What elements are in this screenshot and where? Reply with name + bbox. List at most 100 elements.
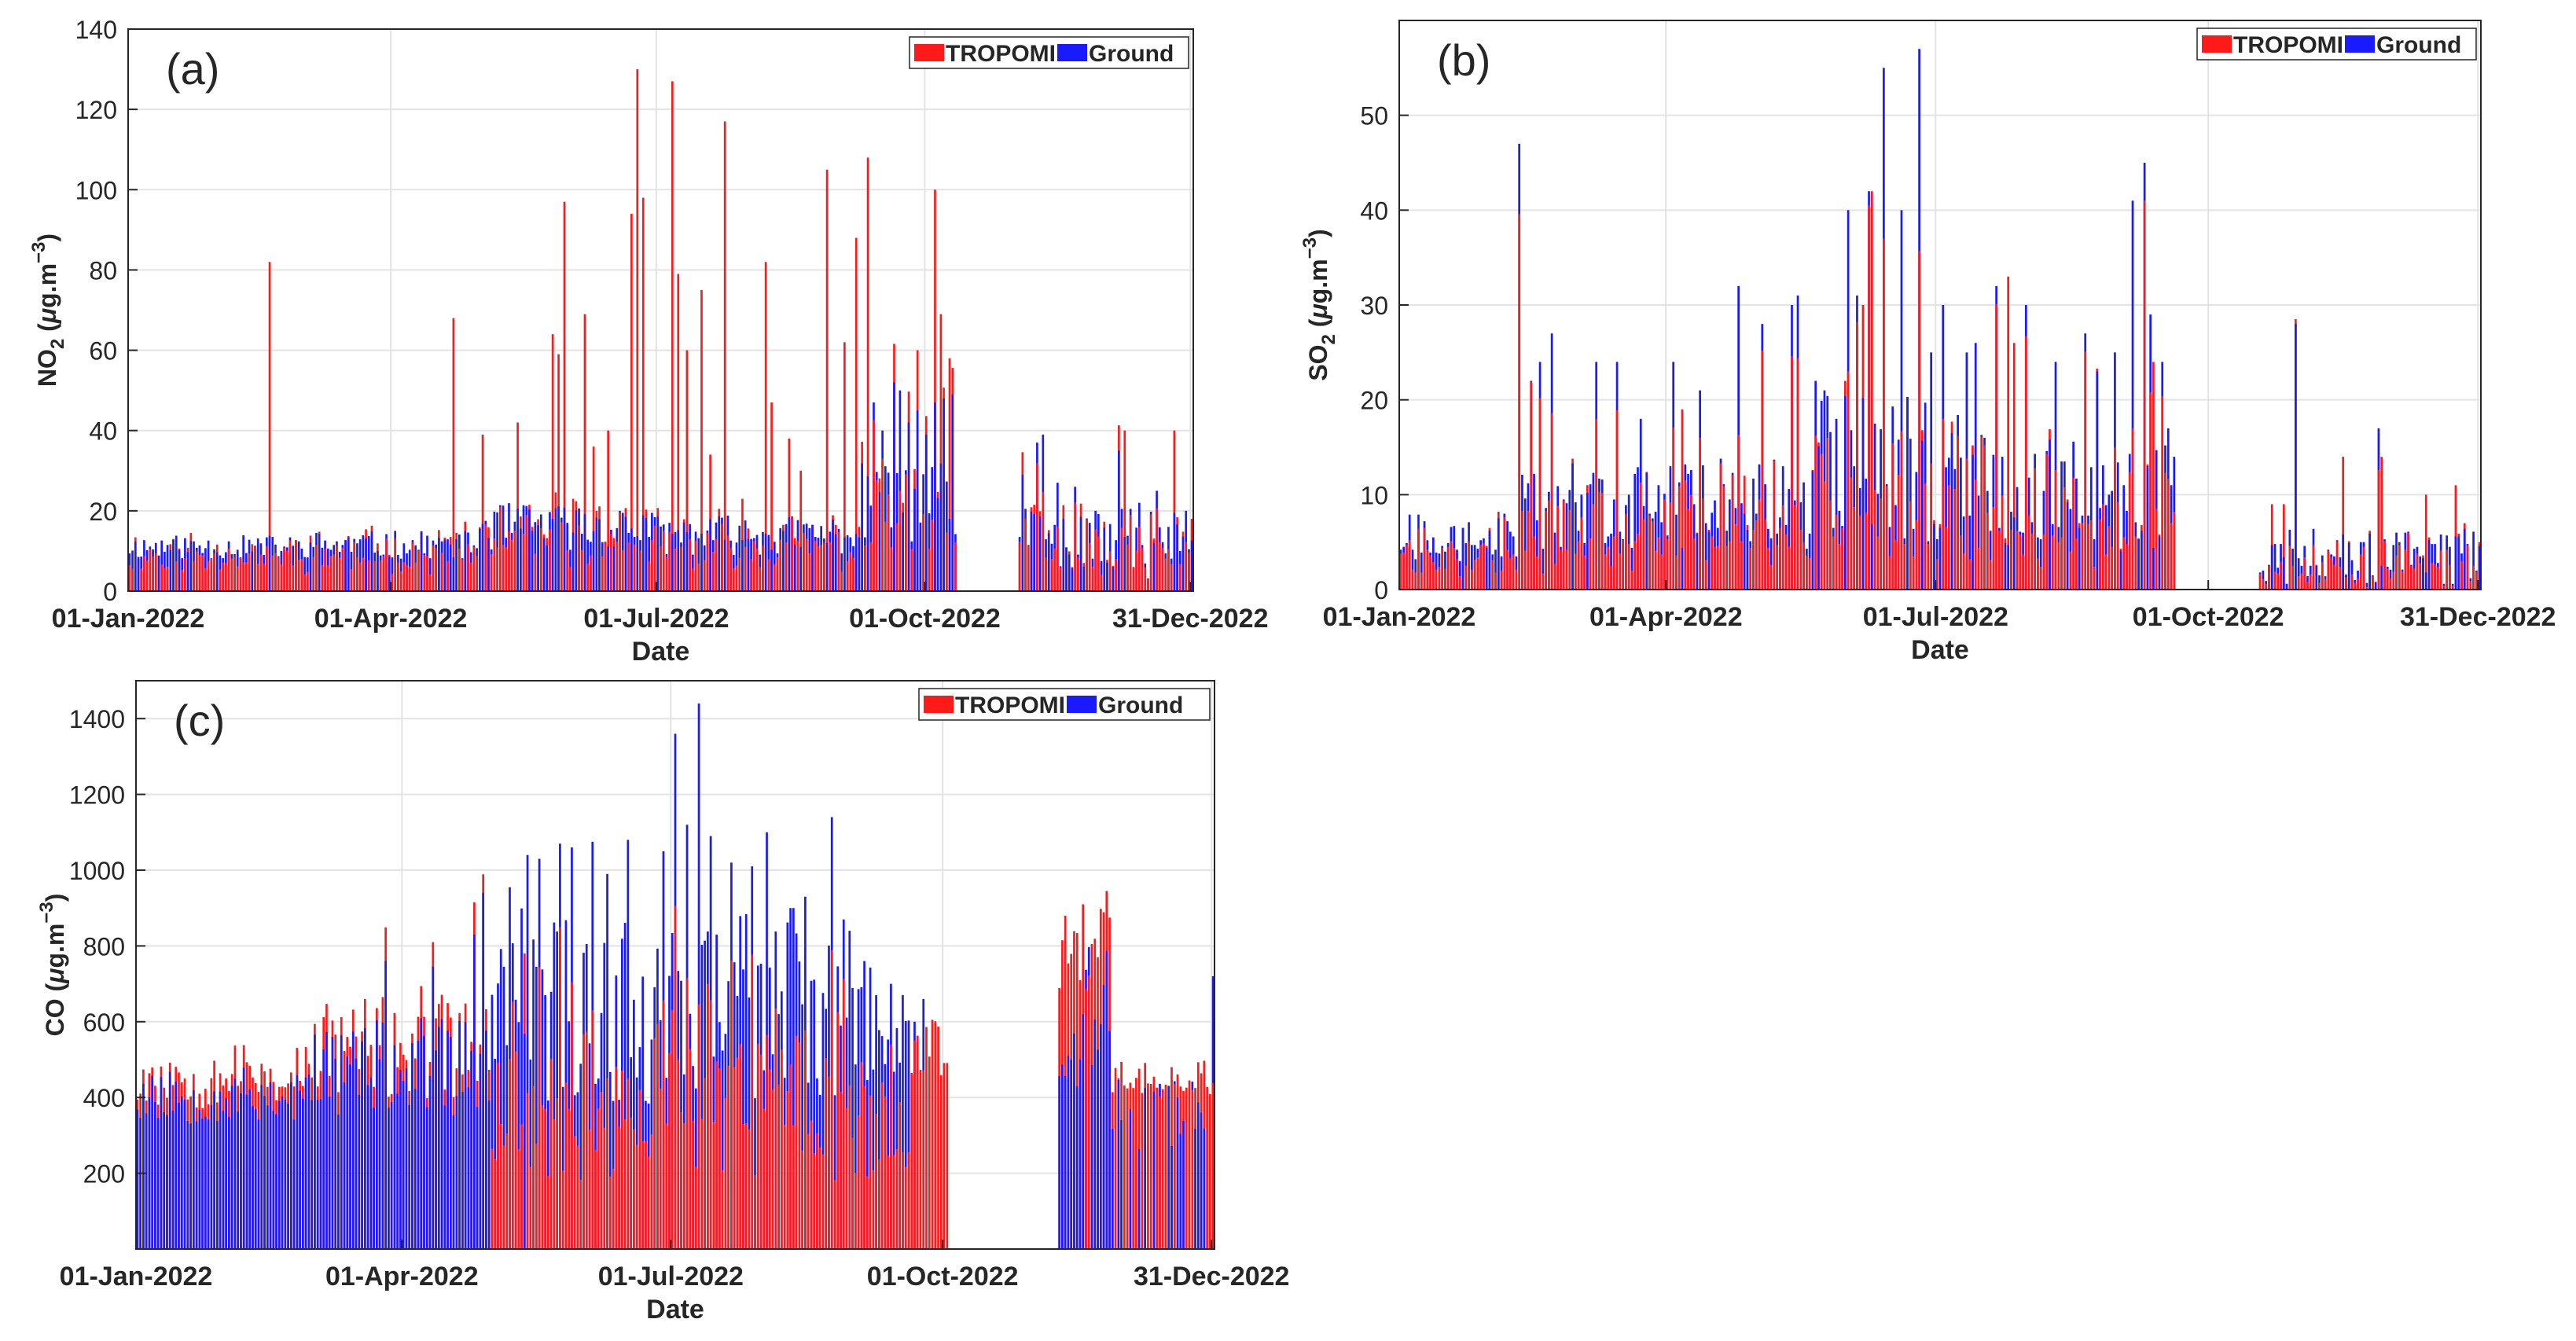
tropomi-bar [1435, 569, 1438, 590]
y-axis-label-part: μ [41, 968, 69, 984]
tropomi-bar [671, 81, 674, 591]
tropomi-bar [274, 553, 277, 591]
ground-bar [1972, 454, 1974, 590]
tropomi-bar [571, 982, 573, 1249]
ground-bar [322, 1049, 325, 1249]
tropomi-bar [1185, 1087, 1188, 1249]
y-axis-label-part: ) [33, 233, 61, 242]
tropomi-bar [1056, 527, 1059, 591]
ground-bar [1817, 446, 1820, 590]
tropomi-bar [522, 533, 525, 591]
ground-bar [393, 1045, 396, 1249]
tropomi-bar [685, 978, 689, 1249]
ground-bar [1047, 533, 1050, 591]
tropomi-bar [411, 542, 414, 591]
tropomi-bar [525, 514, 528, 591]
ground-bar [473, 934, 476, 1249]
ground-bar [1844, 395, 1847, 590]
tropomi-bar [1989, 560, 1992, 590]
tropomi-bar [2321, 562, 2324, 590]
tropomi-bar [254, 546, 256, 591]
tropomi-bar [755, 548, 759, 591]
ground-bar [2285, 583, 2288, 590]
tropomi-bar [2469, 581, 2472, 590]
tropomi-bar [600, 1091, 603, 1249]
ground-bar [222, 1111, 225, 1249]
tropomi-bar [1806, 555, 1808, 590]
tropomi-bar [1791, 356, 1793, 590]
tropomi-bar [1876, 536, 1880, 590]
tropomi-bar [1962, 553, 1965, 590]
tropomi-bar [738, 557, 741, 591]
ground-bar [1123, 537, 1126, 591]
ground-bar [1574, 501, 1577, 590]
ground-bar [344, 540, 347, 591]
tropomi-bar [1399, 553, 1402, 590]
tropomi-bar [621, 549, 624, 591]
ground-bar [195, 1121, 198, 1249]
ground-bar [788, 517, 791, 591]
tropomi-bar [890, 1044, 892, 1249]
ground-bar [316, 1100, 319, 1249]
tropomi-bar [300, 559, 303, 591]
x-tick-label: 01-Jul-2022 [598, 1262, 744, 1291]
x-axis-label: Date [632, 637, 690, 667]
ground-bar [402, 1080, 405, 1249]
tropomi-bar [837, 531, 840, 591]
tropomi-bar [919, 1070, 922, 1249]
tropomi-bar [2472, 565, 2475, 590]
ground-bar [526, 854, 529, 1249]
legend-swatch-ground [2345, 35, 2375, 53]
tropomi-bar [2291, 565, 2294, 590]
ground-bar [417, 1040, 420, 1249]
ground-bar [519, 528, 522, 591]
y-tick-label: 20 [89, 498, 117, 526]
tropomi-bar [271, 555, 274, 591]
tropomi-bar [1749, 547, 1752, 590]
ground-bar [792, 908, 795, 1249]
ground-bar [1494, 549, 1497, 590]
tropomi-bar [1411, 569, 1414, 590]
tropomi-bar [1438, 567, 1441, 590]
tropomi-bar [1147, 579, 1149, 591]
ground-bar [1117, 1080, 1120, 1249]
ground-bar [340, 1035, 343, 1249]
tropomi-bar [1660, 554, 1663, 590]
ground-bar [1108, 1031, 1111, 1249]
tropomi-bar [820, 545, 823, 591]
ground-bar [747, 538, 750, 591]
tropomi-bar [1793, 505, 1796, 590]
tropomi-bar [402, 562, 406, 591]
tropomi-bar [1942, 418, 1945, 590]
tropomi-bar [1027, 545, 1030, 591]
tropomi-bar [1627, 544, 1630, 590]
tropomi-bar [140, 568, 143, 591]
tropomi-bar [2170, 523, 2173, 590]
ground-bar [449, 1037, 452, 1249]
ground-bar [1194, 1129, 1196, 1249]
tropomi-bar [338, 557, 341, 591]
tropomi-bar [1704, 560, 1707, 590]
bars [1399, 49, 2481, 590]
tropomi-bar [671, 1009, 674, 1249]
tropomi-bar [458, 548, 461, 591]
tropomi-bar [2424, 494, 2427, 590]
tropomi-bar [578, 525, 580, 591]
tropomi-bar [2001, 495, 2004, 590]
tropomi-bar [1832, 536, 1835, 590]
ground-bar [1870, 524, 1873, 590]
tropomi-bar [630, 213, 633, 591]
tropomi-bar [1188, 1080, 1191, 1249]
ground-bar [207, 1119, 210, 1249]
tropomi-bar [547, 1175, 549, 1249]
tropomi-bar [840, 571, 843, 591]
bars [128, 69, 1193, 592]
bars [136, 703, 1215, 1249]
tropomi-bar [798, 1042, 801, 1249]
legend-swatch-ground [1057, 44, 1087, 61]
ground-bar [529, 1060, 532, 1249]
ground-bar [452, 1115, 455, 1249]
tropomi-bar [204, 568, 207, 591]
tropomi-bar [1891, 443, 1894, 590]
x-tick-label: 01-Jul-2022 [583, 604, 729, 634]
